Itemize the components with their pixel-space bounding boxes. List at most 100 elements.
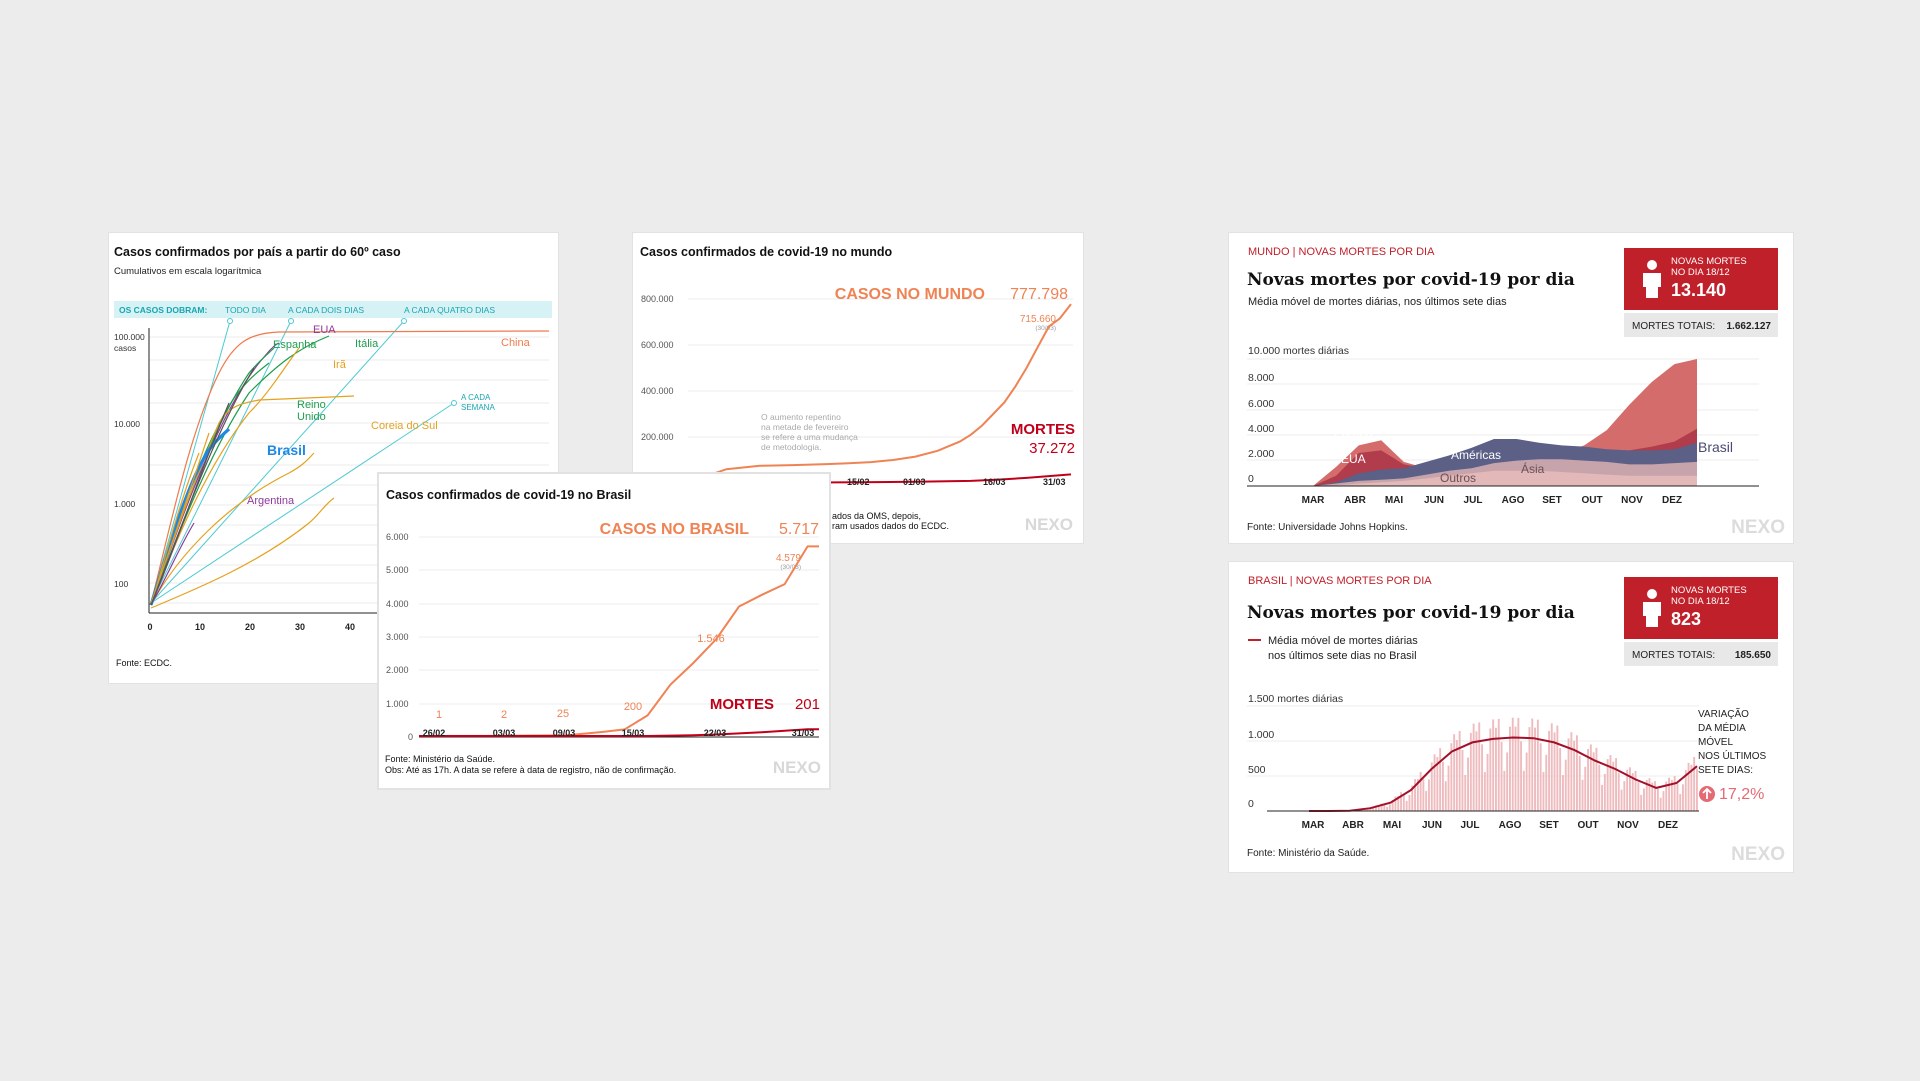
daily-bar <box>1673 776 1676 811</box>
brasil-title: Casos confirmados de covid-19 no Brasil <box>386 488 631 502</box>
brasil-cases-chart: Casos confirmados de covid-19 no Brasil … <box>385 488 821 777</box>
daily-bar <box>1634 770 1637 811</box>
daily-bar <box>1534 727 1536 811</box>
mundo-xtick-dez: DEZ <box>1662 495 1682 506</box>
world-xtick-1502: 15/02 <box>847 477 870 487</box>
brasil-xtick-3103: 31/03 <box>792 728 815 738</box>
mundo-xtick-mar: MAR <box>1302 495 1326 506</box>
variation-label-1: VARIAÇÃO <box>1698 707 1749 720</box>
daily-bar <box>1612 761 1615 811</box>
daily-bar <box>1592 752 1595 811</box>
daily-bar <box>1576 735 1578 811</box>
daily-bar <box>1578 755 1581 811</box>
band-semana-2: SEMANA <box>461 403 495 412</box>
daily-bar <box>1483 772 1486 811</box>
line-other-2 <box>150 452 200 606</box>
mundo-nexo-logo: NEXO <box>1731 517 1785 538</box>
daily-bar <box>1442 761 1444 811</box>
label-argentina: Argentina <box>247 495 295 507</box>
mundo-y-unit: 10.000 mortes diárias <box>1248 345 1349 357</box>
label-coreia: Coreia do Sul <box>371 420 438 432</box>
daily-bar <box>1520 741 1522 811</box>
person-icon-2 <box>1643 589 1661 627</box>
point-label-25: 25 <box>557 708 569 720</box>
world-ytick-800000: 800.000 <box>641 294 674 304</box>
brasil-xtick-0903: 09/03 <box>553 728 576 738</box>
daily-bar <box>1369 808 1372 811</box>
brasil-deaths-label: MORTES <box>710 696 774 713</box>
mundo-box-label-1: NOVAS MORTES <box>1671 256 1747 267</box>
line-china <box>150 330 550 604</box>
daily-bar <box>1659 797 1662 811</box>
daily-bar <box>1617 772 1620 811</box>
mundo-total-label: MORTES TOTAIS: <box>1632 321 1715 332</box>
daily-bar <box>1562 775 1564 811</box>
mundo-kicker: MUNDO | NOVAS MORTES POR DIA <box>1248 246 1435 258</box>
brasil-nexo-logo: NEXO <box>773 758 821 777</box>
daily-bar <box>1668 777 1670 811</box>
brasil-xtick-2203: 22/03 <box>704 728 727 738</box>
daily-bar <box>1573 740 1576 811</box>
world-deaths-line <box>692 473 1072 484</box>
card-mundo-deaths: MUNDO | NOVAS MORTES POR DIA Novas morte… <box>1228 232 1794 544</box>
daily-bar <box>1651 782 1654 811</box>
daily-bar <box>1665 781 1668 811</box>
brasil-ytick-3000: 3.000 <box>386 632 409 642</box>
daily-bar <box>1542 772 1545 811</box>
label-espanha: Espanha <box>273 339 317 351</box>
daily-bar <box>1419 771 1422 811</box>
daily-bar <box>1495 727 1497 811</box>
brasil-ytick-4000: 4.000 <box>386 599 409 609</box>
world-note-1: O aumento repentino <box>761 412 841 422</box>
point-label-1: 1 <box>436 709 442 721</box>
world-prev-date: (30/03) <box>1035 325 1056 332</box>
daily-bar <box>1402 795 1405 811</box>
mundo-box-label-2: NO DIA 18/12 <box>1671 267 1730 278</box>
daily-bar <box>1559 748 1562 811</box>
mundo-xtick-out: OUT <box>1581 495 1602 506</box>
card-brasil-deaths: BRASIL | NOVAS MORTES POR DIA Novas mort… <box>1228 561 1794 873</box>
brasil-prev-value: 4.579 <box>776 553 801 564</box>
daily-bar <box>1444 781 1447 811</box>
daily-bar <box>1486 754 1489 811</box>
ytick-10000: 10.000 <box>114 419 140 429</box>
daily-bar <box>1570 732 1573 811</box>
brasil-ytick-2000: 2.000 <box>386 665 409 675</box>
daily-bar <box>1682 784 1684 811</box>
world-deaths-label: MORTES <box>1011 421 1075 438</box>
daily-bar <box>1425 790 1428 811</box>
area-label-brasil: Brasil <box>1698 439 1733 455</box>
daily-bar <box>1380 803 1383 811</box>
variation-label-5: SETE DIAS: <box>1698 765 1753 776</box>
daily-bar <box>1609 755 1612 811</box>
daily-bar <box>1455 740 1458 811</box>
band-lead: OS CASOS DOBRAM: <box>119 305 207 315</box>
line-orange-3 <box>150 497 335 609</box>
daily-bar <box>1375 805 1377 811</box>
mundo-xtick-abr: ABR <box>1344 495 1366 506</box>
xtick-0: 0 <box>147 622 152 632</box>
label-reino: Reino <box>297 399 326 411</box>
daily-bar <box>1626 769 1629 811</box>
world-prev-value: 715.660 <box>1020 314 1057 325</box>
brasil-box-value: 823 <box>1671 609 1701 629</box>
world-source-2: ram usados dados do ECDC. <box>832 521 949 531</box>
daily-bar <box>1539 743 1542 811</box>
daily-bar <box>1648 778 1651 811</box>
daily-bar <box>1383 804 1386 811</box>
mundo-ytick-8000: 8.000 <box>1248 372 1274 384</box>
mundo-xtick-jul: JUL <box>1464 495 1483 506</box>
daily-bar <box>1475 731 1478 811</box>
countries-subtitle: Cumulativos em escala logarítmica <box>114 266 262 277</box>
daily-bar <box>1564 759 1567 811</box>
variation-label-4: NOS ÚLTIMOS <box>1698 749 1766 762</box>
daily-bar <box>1601 784 1603 811</box>
brasil-cases-label: CASOS NO BRASIL <box>600 521 750 538</box>
guide-todo-dia <box>150 320 231 604</box>
daily-bar <box>1478 722 1481 811</box>
xtick-20: 20 <box>245 622 255 632</box>
mundo-total-value: 1.662.127 <box>1727 321 1772 332</box>
daily-bar <box>1589 744 1592 811</box>
daily-bar <box>1654 781 1656 811</box>
world-ytick-600000: 600.000 <box>641 340 674 350</box>
